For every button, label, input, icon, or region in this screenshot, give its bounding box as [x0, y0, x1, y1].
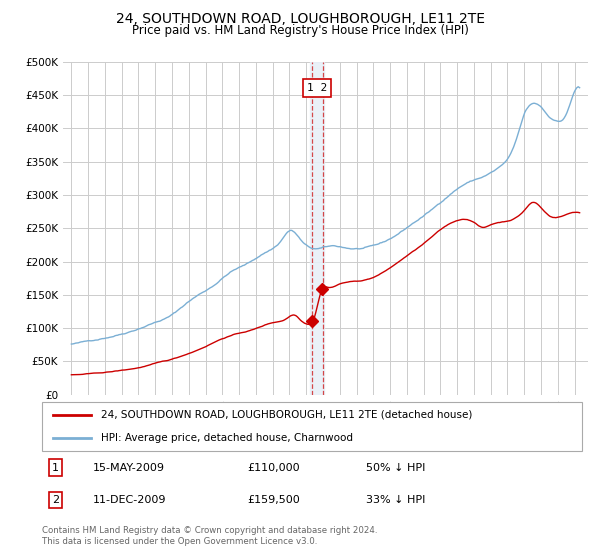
- Text: 24, SOUTHDOWN ROAD, LOUGHBOROUGH, LE11 2TE: 24, SOUTHDOWN ROAD, LOUGHBOROUGH, LE11 2…: [115, 12, 485, 26]
- Bar: [310, 62, 325, 395]
- FancyBboxPatch shape: [42, 402, 582, 451]
- Text: £159,500: £159,500: [247, 495, 300, 505]
- Text: 50% ↓ HPI: 50% ↓ HPI: [366, 463, 425, 473]
- Text: 11-DEC-2009: 11-DEC-2009: [94, 495, 167, 505]
- Text: £110,000: £110,000: [247, 463, 300, 473]
- Text: 33% ↓ HPI: 33% ↓ HPI: [366, 495, 425, 505]
- Text: Price paid vs. HM Land Registry's House Price Index (HPI): Price paid vs. HM Land Registry's House …: [131, 24, 469, 36]
- Text: 24, SOUTHDOWN ROAD, LOUGHBOROUGH, LE11 2TE (detached house): 24, SOUTHDOWN ROAD, LOUGHBOROUGH, LE11 2…: [101, 410, 473, 420]
- Text: HPI: Average price, detached house, Charnwood: HPI: Average price, detached house, Char…: [101, 433, 353, 444]
- Text: 2: 2: [52, 495, 59, 505]
- Text: 1: 1: [52, 463, 59, 473]
- Text: 1 2: 1 2: [307, 83, 328, 94]
- Text: 15-MAY-2009: 15-MAY-2009: [94, 463, 166, 473]
- Text: Contains HM Land Registry data © Crown copyright and database right 2024.
This d: Contains HM Land Registry data © Crown c…: [42, 526, 377, 546]
